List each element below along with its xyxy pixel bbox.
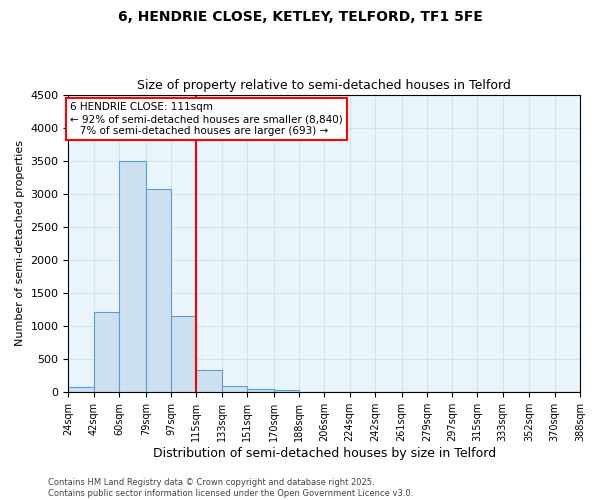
Bar — [146, 188, 171, 392]
Text: 6, HENDRIE CLOSE, KETLEY, TELFORD, TF1 5FE: 6, HENDRIE CLOSE, KETLEY, TELFORD, TF1 5… — [118, 10, 482, 24]
Title: Size of property relative to semi-detached houses in Telford: Size of property relative to semi-detach… — [137, 79, 511, 92]
Text: 6 HENDRIE CLOSE: 111sqm
← 92% of semi-detached houses are smaller (8,840)
   7% : 6 HENDRIE CLOSE: 111sqm ← 92% of semi-de… — [70, 102, 343, 136]
Bar — [119, 160, 146, 392]
Y-axis label: Number of semi-detached properties: Number of semi-detached properties — [15, 140, 25, 346]
Bar — [94, 312, 119, 392]
X-axis label: Distribution of semi-detached houses by size in Telford: Distribution of semi-detached houses by … — [152, 447, 496, 460]
Text: Contains HM Land Registry data © Crown copyright and database right 2025.
Contai: Contains HM Land Registry data © Crown c… — [48, 478, 413, 498]
Bar — [274, 390, 299, 392]
Bar — [68, 388, 94, 392]
Bar — [196, 370, 221, 392]
Bar — [171, 316, 196, 392]
Bar — [221, 386, 247, 392]
Bar — [247, 388, 274, 392]
